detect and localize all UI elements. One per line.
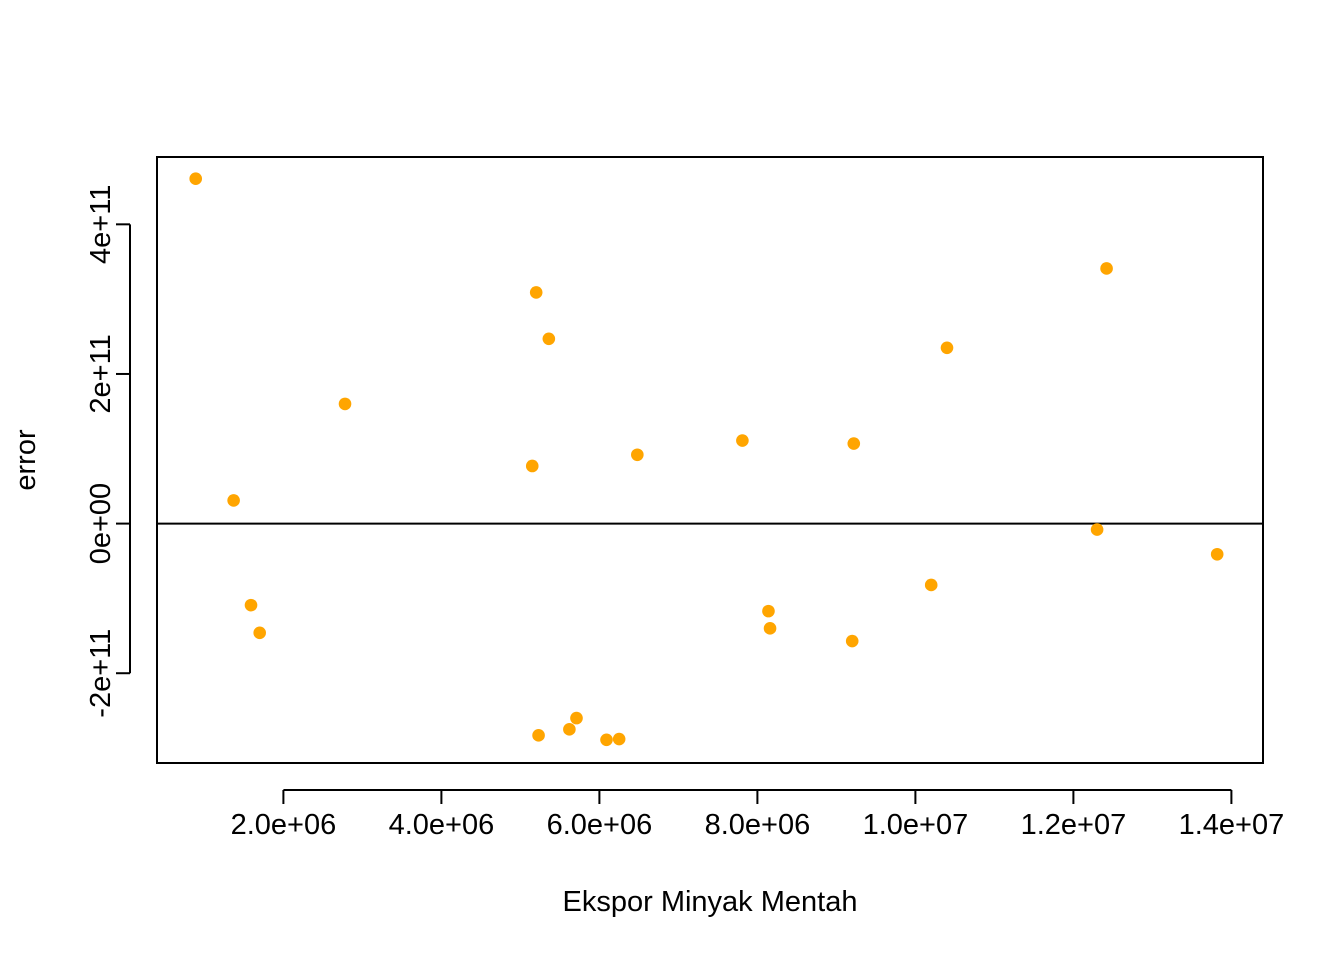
data-point: [612, 732, 626, 746]
data-points: [189, 172, 1224, 747]
y-tick-label: 0e+00: [85, 483, 117, 564]
x-tick-label: 1.4e+07: [1179, 809, 1285, 841]
data-point: [763, 622, 777, 635]
data-point: [924, 578, 938, 592]
data-point: [532, 729, 545, 742]
x-axis: 2.0e+06 4.0e+06 6.0e+06 8.0e+06 1.0e+07 1.2e+…: [231, 789, 1285, 841]
x-tick-label: 8.0e+06: [705, 809, 811, 841]
data-point: [525, 459, 539, 473]
x-tick-label: 4.0e+06: [389, 809, 495, 841]
plot-border: [156, 156, 1264, 764]
data-point: [847, 437, 861, 450]
y-tick-label: 2e+11: [85, 334, 117, 413]
y-axis-title: error: [10, 429, 42, 491]
y-tick-label: -2e+11: [85, 629, 117, 718]
x-tick-label: 6.0e+06: [547, 809, 653, 841]
x-axis-title: Ekspor Minyak Mentah: [563, 886, 858, 918]
data-point: [1100, 262, 1113, 275]
data-point: [1090, 523, 1104, 536]
data-point: [1210, 547, 1224, 561]
data-point: [845, 634, 859, 648]
data-point: [940, 341, 954, 355]
y-axis: -2e+11 0e+00 2e+11 4e+11: [85, 185, 131, 718]
data-point: [762, 604, 775, 618]
data-point: [244, 598, 258, 612]
data-point: [227, 494, 240, 507]
x-tick-label: 2.0e+06: [231, 809, 337, 841]
data-point: [736, 434, 749, 447]
data-point: [253, 626, 266, 640]
x-tick-label: 1.2e+07: [1021, 809, 1127, 841]
data-point: [189, 172, 203, 185]
x-tick-label: 1.0e+07: [863, 809, 969, 841]
data-point: [542, 332, 556, 346]
data-point: [529, 286, 543, 299]
data-point: [338, 397, 352, 411]
data-point: [631, 448, 644, 462]
data-point: [570, 711, 583, 725]
data-point: [600, 733, 613, 747]
y-tick-label: 4e+11: [85, 185, 117, 264]
data-point: [563, 723, 576, 736]
